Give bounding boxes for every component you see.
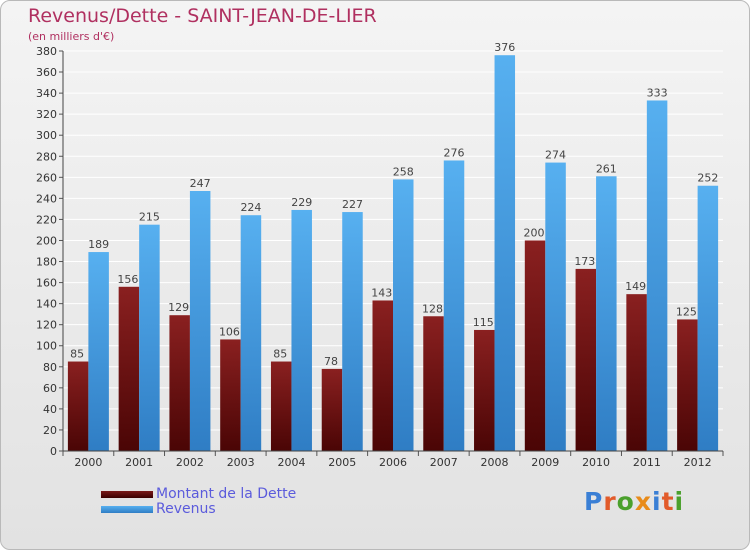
dette-bar <box>118 286 140 451</box>
x-tick-label: 2011 <box>633 456 661 469</box>
revenus-bar <box>88 252 109 451</box>
revenus-value-label: 376 <box>494 41 515 54</box>
dette-bar <box>169 315 190 451</box>
dette-value-label: 78 <box>324 355 338 368</box>
revenus-bar <box>443 160 465 451</box>
dette-bar <box>677 319 698 451</box>
dette-bar <box>372 300 393 451</box>
x-tick-label: 2005 <box>328 456 356 469</box>
revenus-bar <box>139 224 160 451</box>
dette-value-label: 85 <box>273 348 287 361</box>
x-tick-label: 2004 <box>277 456 305 469</box>
revenus-value-label: 215 <box>139 211 160 224</box>
revenus-bar <box>342 212 363 451</box>
revenus-value-label: 247 <box>190 177 211 190</box>
dette-value-label: 143 <box>371 286 392 299</box>
x-tick-label: 2006 <box>379 456 407 469</box>
dette-bar <box>524 240 546 451</box>
revenus-bar <box>494 55 516 452</box>
legend-label-revenus: Revenus <box>156 501 216 517</box>
y-tick-label: 160 <box>36 277 57 290</box>
y-tick-label: 260 <box>36 171 57 184</box>
bars <box>67 55 719 452</box>
revenus-bar <box>240 215 262 451</box>
y-tick-label: 20 <box>43 424 57 437</box>
x-tick-label: 2008 <box>481 456 509 469</box>
revenus-bar <box>291 209 312 451</box>
x-tick-label: 2003 <box>227 456 255 469</box>
x-tick-label: 2000 <box>74 456 102 469</box>
revenus-value-label: 229 <box>291 196 312 209</box>
x-tick-label: 2009 <box>531 456 559 469</box>
revenus-bar <box>393 179 414 451</box>
proxiti-logo: Proxiti <box>584 487 685 516</box>
y-tick-label: 40 <box>43 403 57 416</box>
y-tick-label: 140 <box>36 298 57 311</box>
dette-bar <box>423 316 444 451</box>
dette-value-label: 156 <box>117 273 138 286</box>
revenus-value-label: 276 <box>444 146 465 159</box>
y-tick-label: 220 <box>36 213 57 226</box>
dette-value-label: 149 <box>625 280 646 293</box>
dette-value-label: 129 <box>168 301 189 314</box>
y-tick-label: 120 <box>36 319 57 332</box>
revenus-bar <box>545 162 566 451</box>
y-tick-label: 380 <box>36 45 57 58</box>
y-tick-label: 300 <box>36 129 57 142</box>
dette-bar <box>321 368 343 451</box>
dette-bar <box>474 329 495 451</box>
y-tick-label: 180 <box>36 256 57 269</box>
revenus-value-label: 224 <box>240 201 261 214</box>
x-tick-label: 2007 <box>430 456 458 469</box>
x-tick-label: 2001 <box>125 456 153 469</box>
y-tick-label: 280 <box>36 150 57 163</box>
dette-value-label: 125 <box>676 305 697 318</box>
x-tick-label: 2012 <box>684 456 712 469</box>
y-tick-label: 360 <box>36 66 57 79</box>
y-tick-label: 60 <box>43 382 57 395</box>
revenus-value-label: 252 <box>697 172 718 185</box>
revenus-bar <box>596 176 617 451</box>
y-tick-label: 200 <box>36 234 57 247</box>
y-tick-label: 80 <box>43 361 57 374</box>
revenus-value-label: 227 <box>342 198 363 211</box>
chart-subtitle: (en milliers d'€) <box>28 30 115 43</box>
chart-title: Revenus/Dette - SAINT-JEAN-DE-LIER <box>28 5 377 27</box>
dette-bar <box>270 361 292 451</box>
dette-bar <box>575 268 597 451</box>
dette-bar <box>626 294 647 451</box>
legend-swatch-dette <box>101 491 153 498</box>
revenus-bar <box>697 185 719 451</box>
dette-value-label: 173 <box>574 255 595 268</box>
x-tick-label: 2002 <box>176 456 204 469</box>
revenus-value-label: 261 <box>596 162 617 175</box>
y-tick-label: 0 <box>50 445 57 458</box>
revenus-value-label: 189 <box>88 238 109 251</box>
revenus-value-label: 258 <box>393 165 414 178</box>
revenus-value-label: 274 <box>545 149 566 162</box>
dette-value-label: 200 <box>524 226 545 239</box>
dette-value-label: 85 <box>70 348 84 361</box>
dette-value-label: 115 <box>473 316 494 329</box>
revenus-value-label: 333 <box>647 86 668 99</box>
dette-value-label: 106 <box>219 325 240 338</box>
value-labels: 85 189 156 215 129 247 106 224 85 229 78 227 143 258 1… <box>70 41 718 368</box>
revenus-bar <box>189 191 211 451</box>
y-tick-label: 320 <box>36 108 57 121</box>
dette-bar <box>220 339 241 451</box>
dette-value-label: 128 <box>422 302 443 315</box>
y-tick-label: 240 <box>36 192 57 205</box>
legend-swatch-revenus <box>101 506 153 513</box>
axes: 0 20 40 60 80 100 120 140 160 180 200 220 240 260 280 3… <box>36 45 724 469</box>
y-tick-label: 340 <box>36 87 57 100</box>
y-tick-label: 100 <box>36 340 57 353</box>
x-tick-label: 2010 <box>582 456 610 469</box>
dette-bar <box>67 361 89 451</box>
legend-label-dette: Montant de la Dette <box>156 486 297 502</box>
revenus-bar <box>646 100 668 451</box>
